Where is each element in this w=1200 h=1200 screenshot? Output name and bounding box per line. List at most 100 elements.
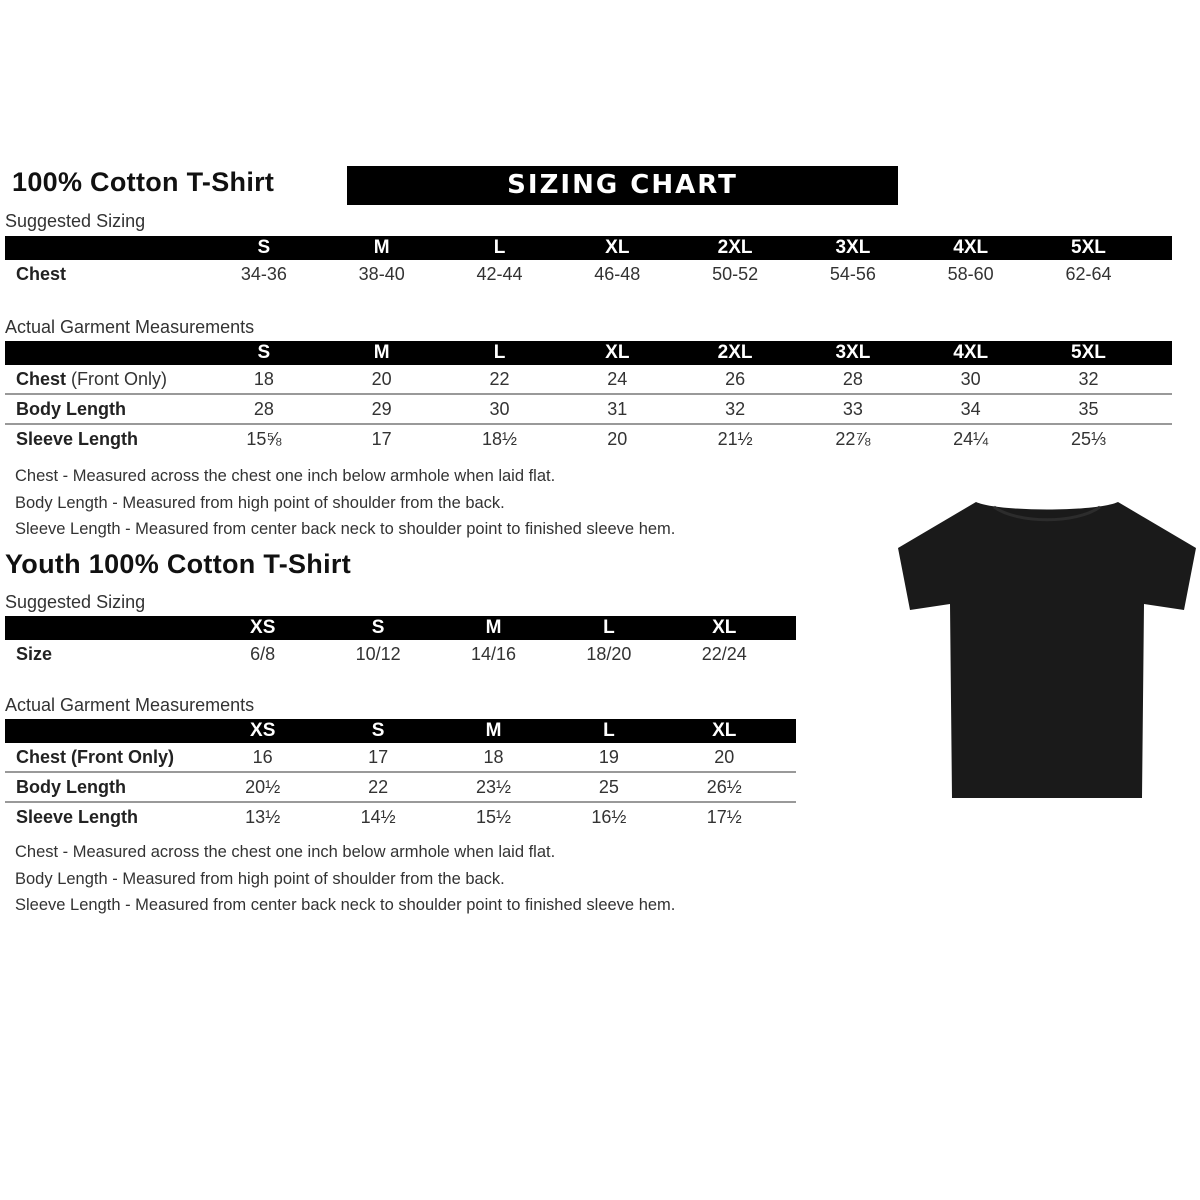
table-row: Chest (Front Only) 18 20 22 24 26 28 30 32 <box>5 365 1172 395</box>
size-header-cell: 3XL <box>835 342 871 363</box>
youth-actual-table: XS S M L XL Chest (Front Only) 16 17 18 19 20 Body … <box>5 719 796 831</box>
row-label-text: Size <box>16 643 53 664</box>
table-cell: 18 <box>253 368 274 389</box>
size-header-cell: L <box>603 720 615 741</box>
size-header-cell: M <box>373 237 390 258</box>
table-cell: 21½ <box>717 428 753 449</box>
size-header-row: S M L XL 2XL 3XL 4XL 5XL <box>5 236 1172 260</box>
table-cell: 14½ <box>360 806 396 827</box>
size-header-cell: L <box>603 617 615 638</box>
table-row: Size 6/8 10/12 14/16 18/20 22/24 <box>5 640 796 668</box>
size-header-cell: S <box>371 720 385 741</box>
table-cell: 50-52 <box>712 263 759 284</box>
row-label-text: Chest <box>16 368 67 389</box>
size-header-cell: M <box>373 342 390 363</box>
size-header-cell: S <box>257 342 271 363</box>
size-header-cell: L <box>493 342 506 363</box>
table-cell: 26 <box>725 368 746 389</box>
youth-title: Youth 100% Cotton T-Shirt <box>5 549 351 579</box>
row-label: Sleeve Length <box>5 807 205 828</box>
size-header-cell: XS <box>250 617 276 638</box>
table-cell: 17 <box>371 428 392 449</box>
size-header-cell: M <box>485 617 502 638</box>
table-cell: 10/12 <box>355 643 401 664</box>
table-row: Sleeve Length 13½ 14½ 15½ 16½ 17½ <box>5 803 796 831</box>
youth-actual-label: Actual Garment Measurements <box>5 695 255 715</box>
row-label: Chest <box>5 264 205 285</box>
size-header-row: XS S M L XL <box>5 719 796 743</box>
table-row: Body Length 28 29 30 31 32 33 34 35 <box>5 395 1172 425</box>
size-header-cell: 5XL <box>1071 342 1106 363</box>
table-cell: 32 <box>1078 368 1099 389</box>
table-cell: 62-64 <box>1065 263 1112 284</box>
black-tshirt-icon <box>898 502 1196 798</box>
youth-suggested-label: Suggested Sizing <box>5 592 146 612</box>
table-cell: 32 <box>725 398 746 419</box>
size-header-cell: S <box>257 237 271 258</box>
table-cell: 28 <box>253 398 274 419</box>
adult-notes: Chest - Measured across the chest one in… <box>15 467 675 547</box>
table-row: Body Length 20½ 22 23½ 25 26½ <box>5 773 796 803</box>
size-header-cell: S <box>371 617 385 638</box>
size-header-cell: 2XL <box>717 342 753 363</box>
row-label: Chest (Front Only) <box>5 747 205 768</box>
table-cell: 54-56 <box>829 263 876 284</box>
table-cell: 20 <box>714 746 735 767</box>
table-cell: 17 <box>368 746 389 767</box>
row-label-extra: (Front Only) <box>66 368 168 389</box>
size-header-cell: XL <box>605 342 630 363</box>
row-label: Chest (Front Only) <box>5 369 205 390</box>
measurement-note: Body Length - Measured from high point o… <box>15 493 505 512</box>
table-cell: 24 <box>607 368 628 389</box>
measurement-note: Body Length - Measured from high point o… <box>15 869 505 888</box>
table-cell: 33 <box>842 398 863 419</box>
size-header-cell: XL <box>712 720 737 741</box>
adult-actual-label: Actual Garment Measurements <box>5 317 255 337</box>
row-label: Body Length <box>5 777 205 798</box>
table-cell: 18/20 <box>586 643 632 664</box>
row-label-text: Sleeve Length <box>16 806 139 827</box>
measurement-note: Chest - Measured across the chest one in… <box>15 467 556 485</box>
youth-notes: Chest - Measured across the chest one in… <box>15 843 675 923</box>
table-cell: 26½ <box>706 776 742 797</box>
table-cell: 20½ <box>245 776 281 797</box>
size-header-cell: XL <box>605 237 630 258</box>
table-cell: 46-48 <box>594 263 641 284</box>
table-cell: 25 <box>598 776 619 797</box>
table-cell: 22 <box>489 368 510 389</box>
size-header-cell: L <box>493 237 506 258</box>
row-label: Size <box>5 644 205 665</box>
table-cell: 28 <box>842 368 863 389</box>
table-row: Chest 34-36 38-40 42-44 46-48 50-52 54-56 58-60… <box>5 260 1172 288</box>
adult-actual-table: S M L XL 2XL 3XL 4XL 5XL Chest (Front Only) 18 20 2… <box>5 341 1172 453</box>
table-cell: 20 <box>371 368 392 389</box>
table-cell: 30 <box>489 398 510 419</box>
table-cell: 23½ <box>475 776 511 797</box>
row-label-text: Chest (Front Only) <box>16 746 174 767</box>
table-cell: 30 <box>960 368 981 389</box>
size-header-row: XS S M L XL <box>5 616 796 640</box>
table-cell: 58-60 <box>947 263 994 284</box>
table-cell: 20 <box>607 428 628 449</box>
table-cell: 34-36 <box>240 263 287 284</box>
size-header-cell: 3XL <box>835 237 871 258</box>
youth-suggested-table: XS S M L XL Size 6/8 10/12 14/16 18/20 22/24 <box>5 616 796 668</box>
size-header-cell: 4XL <box>953 237 989 258</box>
table-cell: 6/8 <box>250 643 276 664</box>
sizing-chart-banner: SIZING CHART <box>347 166 898 205</box>
row-label: Body Length <box>5 399 205 420</box>
measurement-note: Sleeve Length - Measured from center bac… <box>15 520 676 538</box>
adult-title: 100% Cotton T-Shirt <box>12 167 275 197</box>
row-label-text: Body Length <box>16 398 126 419</box>
table-cell: 14/16 <box>470 643 516 664</box>
row-label: Sleeve Length <box>5 429 205 450</box>
table-cell: 22/24 <box>701 643 747 664</box>
table-cell: 16 <box>252 746 273 767</box>
table-cell: 35 <box>1078 398 1099 419</box>
row-label-text: Body Length <box>16 776 126 797</box>
size-header-cell: 4XL <box>953 342 989 363</box>
size-header-cell: XS <box>250 720 276 741</box>
size-header-cell: M <box>485 720 502 741</box>
size-header-row: S M L XL 2XL 3XL 4XL 5XL <box>5 341 1172 365</box>
row-label-text: Sleeve Length <box>16 428 139 449</box>
